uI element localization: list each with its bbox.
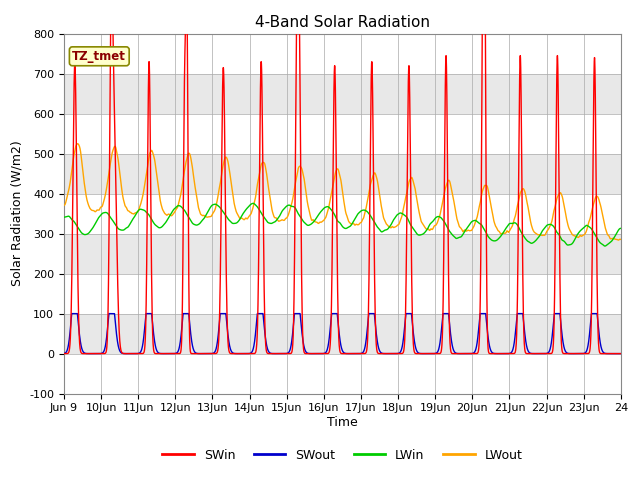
Bar [64, 274, 621, 313]
X-axis label: Time: Time [327, 416, 358, 429]
Title: 4-Band Solar Radiation: 4-Band Solar Radiation [255, 15, 430, 30]
Legend: SWin, SWout, LWin, LWout: SWin, SWout, LWin, LWout [157, 444, 527, 467]
Bar [64, 234, 621, 274]
Bar [64, 354, 621, 394]
Bar [64, 114, 621, 154]
Y-axis label: Solar Radiation (W/m2): Solar Radiation (W/m2) [11, 141, 24, 287]
Bar [64, 34, 621, 73]
Bar [64, 313, 621, 354]
Bar [64, 193, 621, 234]
Text: TZ_tmet: TZ_tmet [72, 50, 126, 63]
Bar [64, 154, 621, 193]
Bar [64, 73, 621, 114]
